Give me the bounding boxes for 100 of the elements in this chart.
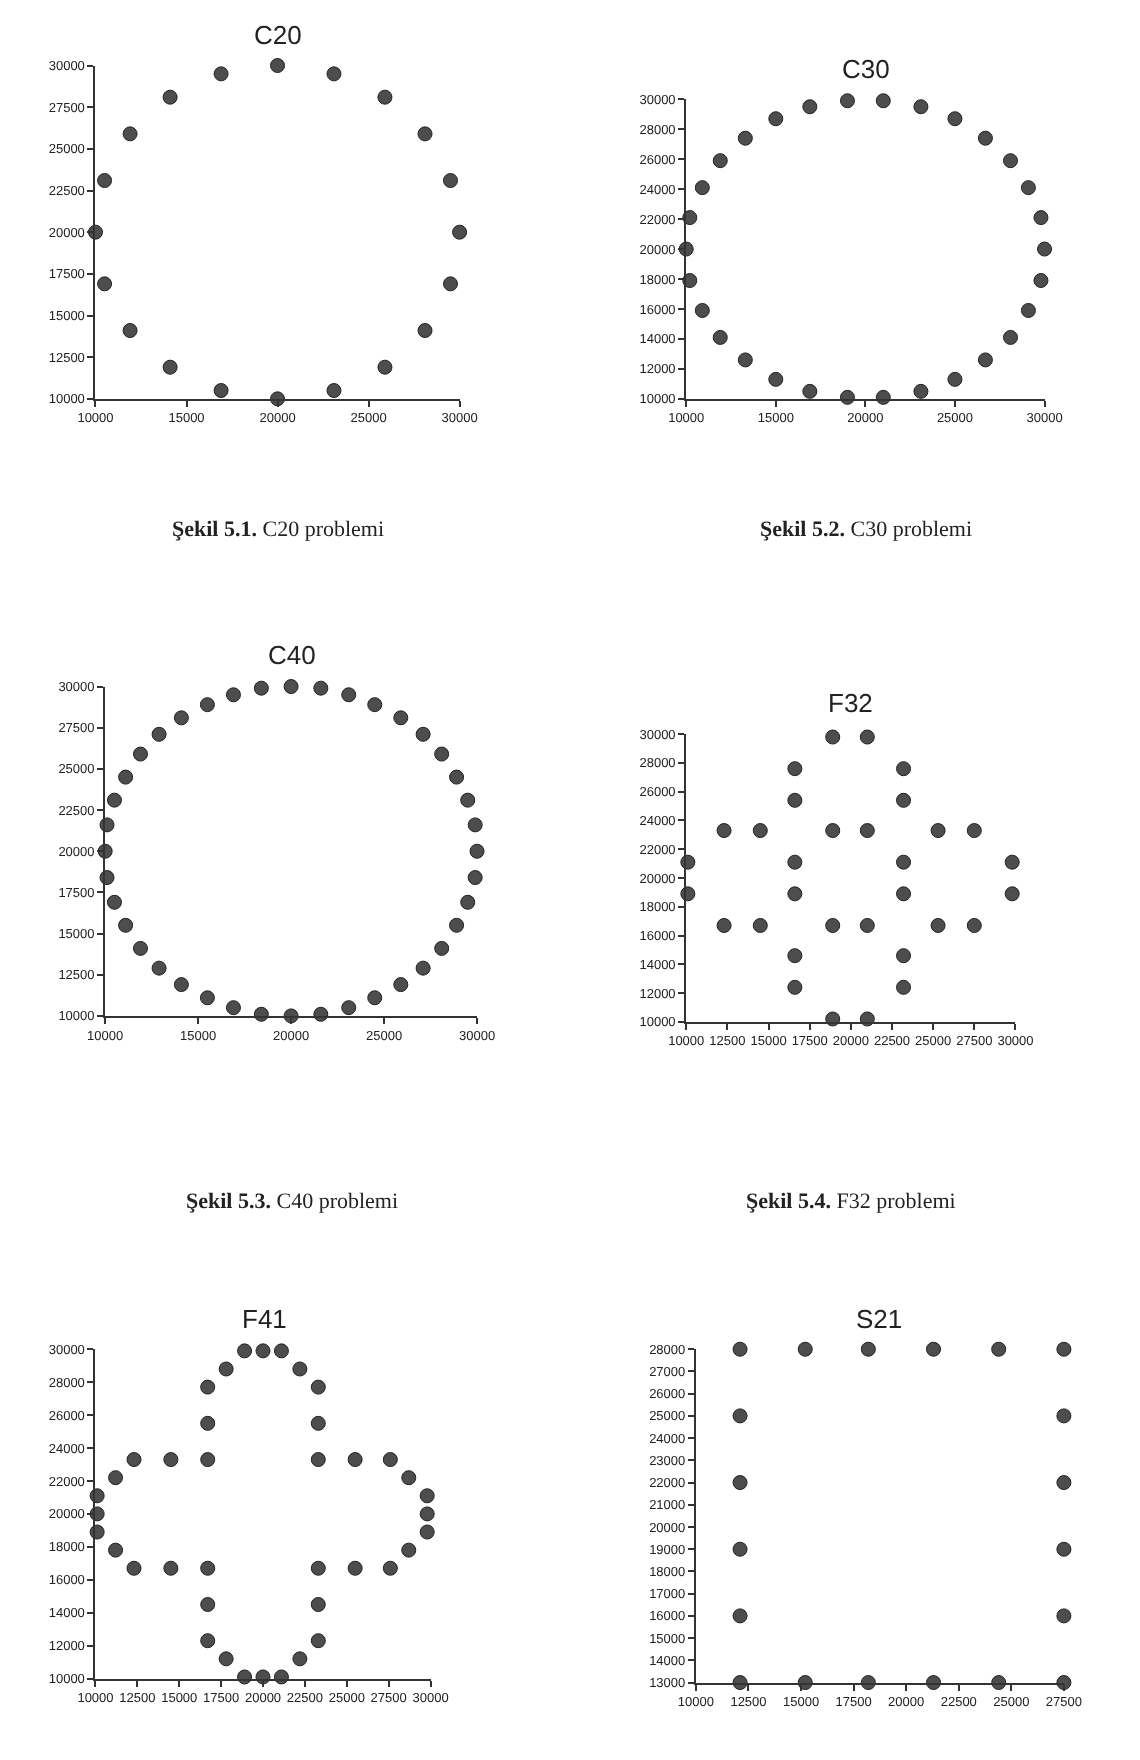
point	[737, 352, 753, 368]
point	[106, 894, 122, 910]
point	[947, 111, 963, 127]
point	[310, 1596, 326, 1612]
point	[213, 383, 229, 399]
point	[97, 276, 113, 292]
point	[449, 769, 465, 785]
point	[218, 1361, 234, 1377]
point	[443, 173, 458, 189]
chart-title: F41	[242, 1304, 287, 1334]
point	[434, 940, 450, 956]
point	[200, 1415, 216, 1431]
point	[1004, 854, 1020, 870]
point	[310, 1415, 326, 1431]
point	[768, 111, 784, 127]
point	[966, 823, 982, 839]
point	[126, 1452, 142, 1468]
point	[255, 1343, 271, 1359]
point	[199, 697, 215, 713]
point	[108, 1542, 124, 1558]
point	[896, 886, 912, 902]
point	[151, 960, 167, 976]
point	[732, 1541, 748, 1557]
point	[415, 960, 431, 976]
point	[200, 1633, 216, 1649]
point	[377, 359, 393, 375]
text: Şekil 5.4. F32 problemi	[746, 1190, 956, 1214]
point	[434, 746, 450, 762]
point	[218, 1651, 234, 1667]
point	[419, 1524, 435, 1540]
point	[787, 886, 803, 902]
point	[859, 917, 875, 933]
point	[896, 854, 912, 870]
point	[1033, 273, 1049, 289]
point	[913, 383, 929, 399]
text: Şekil 5.1. C20 problemi	[172, 518, 385, 542]
point	[367, 990, 383, 1006]
point	[122, 126, 138, 142]
point	[1056, 1541, 1072, 1557]
point	[173, 977, 189, 993]
point	[283, 679, 299, 695]
point	[913, 99, 929, 115]
point	[732, 1341, 748, 1357]
point	[341, 687, 357, 703]
point	[200, 1379, 216, 1395]
point	[443, 276, 458, 292]
point	[151, 726, 167, 742]
point	[1056, 1408, 1072, 1424]
point	[875, 93, 891, 109]
point	[469, 843, 485, 859]
point	[859, 729, 875, 745]
point	[173, 710, 189, 726]
point	[419, 1488, 435, 1504]
point	[452, 224, 468, 240]
point	[694, 302, 710, 318]
point	[132, 940, 148, 956]
point	[163, 1452, 179, 1468]
point	[825, 823, 841, 839]
point	[977, 352, 993, 368]
point	[326, 383, 342, 399]
point	[787, 854, 803, 870]
point	[200, 1560, 216, 1576]
point	[1037, 241, 1053, 257]
point	[367, 697, 383, 713]
point	[162, 89, 178, 105]
point	[1056, 1608, 1072, 1624]
point	[1004, 886, 1020, 902]
point	[347, 1560, 363, 1576]
point	[732, 1408, 748, 1424]
chart-title: C20	[254, 20, 302, 50]
point	[732, 1475, 748, 1491]
point	[326, 66, 342, 82]
point	[108, 1470, 124, 1486]
point	[825, 729, 841, 745]
point	[270, 58, 286, 74]
point	[752, 917, 768, 933]
point	[126, 1560, 142, 1576]
point	[225, 687, 241, 703]
chart-title: F32	[828, 688, 873, 718]
point	[926, 1341, 942, 1357]
point	[401, 1470, 417, 1486]
point	[839, 93, 855, 109]
point	[97, 173, 113, 189]
point	[896, 761, 912, 777]
point	[1003, 329, 1018, 345]
point	[694, 180, 710, 196]
point	[162, 359, 178, 375]
point	[310, 1633, 326, 1649]
point	[310, 1452, 326, 1468]
point	[237, 1343, 253, 1359]
point	[797, 1341, 813, 1357]
point	[716, 823, 732, 839]
point	[163, 1560, 179, 1576]
point	[752, 823, 768, 839]
point	[341, 1000, 357, 1016]
point	[930, 917, 946, 933]
point	[310, 1560, 326, 1576]
point	[737, 130, 753, 146]
point	[200, 1596, 216, 1612]
point	[106, 792, 122, 808]
